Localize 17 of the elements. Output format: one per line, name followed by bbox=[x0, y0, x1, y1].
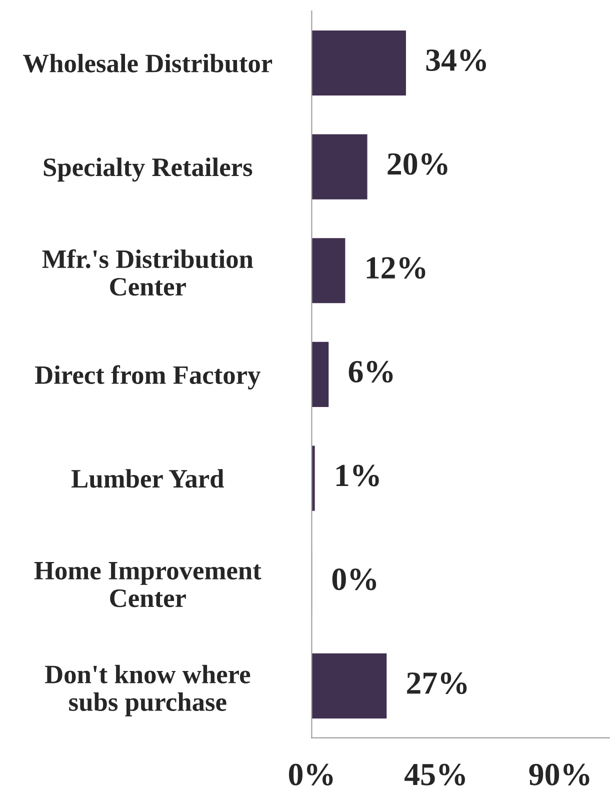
y-tick-label: Direct from Factory bbox=[35, 365, 260, 390]
data-label: 6% bbox=[348, 360, 393, 383]
y-tick-label: Specialty Retailers bbox=[44, 158, 252, 182]
y-tick-label: Lumber Yard bbox=[71, 469, 224, 488]
y-tick-label: Don't know where subs purchase bbox=[44, 664, 250, 716]
y-tick-label: Mfr.'s Distribution Center bbox=[42, 249, 254, 296]
y-tick-label: Wholesale Distributor bbox=[23, 54, 272, 73]
y-tick-label: Home Improvement Center bbox=[34, 562, 262, 608]
x-tick-label: 90% bbox=[529, 764, 590, 786]
x-tick-label: 45% bbox=[404, 764, 465, 786]
data-label: 1% bbox=[336, 464, 379, 486]
data-label: 20% bbox=[388, 153, 448, 175]
data-label: 34% bbox=[426, 49, 486, 72]
data-label: 0% bbox=[332, 568, 376, 590]
data-label: 12% bbox=[366, 257, 426, 279]
data-label: 27% bbox=[407, 672, 467, 694]
x-tick-label: 0% bbox=[288, 764, 333, 786]
